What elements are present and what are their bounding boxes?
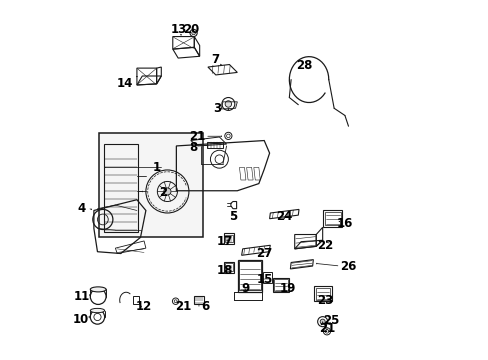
Bar	[239, 261, 261, 291]
Bar	[104, 144, 138, 232]
Bar	[223, 262, 234, 273]
Text: 7: 7	[211, 53, 220, 66]
Text: 20: 20	[183, 23, 199, 36]
Bar	[224, 234, 233, 242]
Text: 24: 24	[276, 210, 292, 223]
Bar	[273, 278, 289, 292]
Text: 21: 21	[175, 300, 191, 313]
Circle shape	[163, 188, 171, 195]
Text: 1: 1	[153, 161, 161, 174]
Text: 2: 2	[159, 186, 167, 199]
Ellipse shape	[90, 287, 106, 292]
Circle shape	[224, 101, 231, 107]
Text: 21: 21	[318, 322, 334, 335]
Text: 26: 26	[340, 260, 356, 273]
Text: 10: 10	[72, 313, 88, 327]
Bar	[206, 142, 223, 148]
Text: 27: 27	[256, 247, 272, 260]
Text: 14: 14	[117, 77, 133, 90]
Bar	[263, 272, 271, 283]
Circle shape	[320, 319, 325, 324]
Bar	[314, 286, 331, 301]
Bar	[99, 134, 203, 237]
Text: 12: 12	[135, 300, 151, 313]
Bar	[132, 296, 139, 304]
Text: 8: 8	[189, 141, 198, 154]
Text: 25: 25	[323, 314, 339, 327]
Bar	[238, 260, 262, 292]
Text: 6: 6	[201, 300, 209, 313]
Text: 15: 15	[257, 273, 273, 286]
Bar	[274, 279, 287, 291]
Text: 22: 22	[317, 239, 333, 252]
Circle shape	[191, 31, 195, 35]
Bar	[315, 288, 329, 300]
Text: 5: 5	[228, 210, 237, 223]
Text: 21: 21	[188, 130, 204, 144]
Bar	[224, 263, 233, 271]
Bar	[223, 233, 234, 244]
Bar	[323, 210, 341, 226]
Text: 16: 16	[336, 217, 353, 230]
Text: 17: 17	[216, 235, 233, 248]
Text: 19: 19	[280, 282, 296, 295]
Text: 18: 18	[216, 264, 233, 277]
Bar	[324, 212, 340, 225]
Bar	[193, 296, 204, 304]
Ellipse shape	[90, 309, 104, 313]
Text: 4: 4	[78, 202, 86, 215]
Text: 23: 23	[317, 294, 333, 307]
Text: 28: 28	[296, 59, 312, 72]
Text: 11: 11	[73, 290, 89, 303]
Text: 13: 13	[170, 23, 186, 36]
Text: 9: 9	[241, 282, 249, 295]
Text: 3: 3	[213, 102, 221, 115]
